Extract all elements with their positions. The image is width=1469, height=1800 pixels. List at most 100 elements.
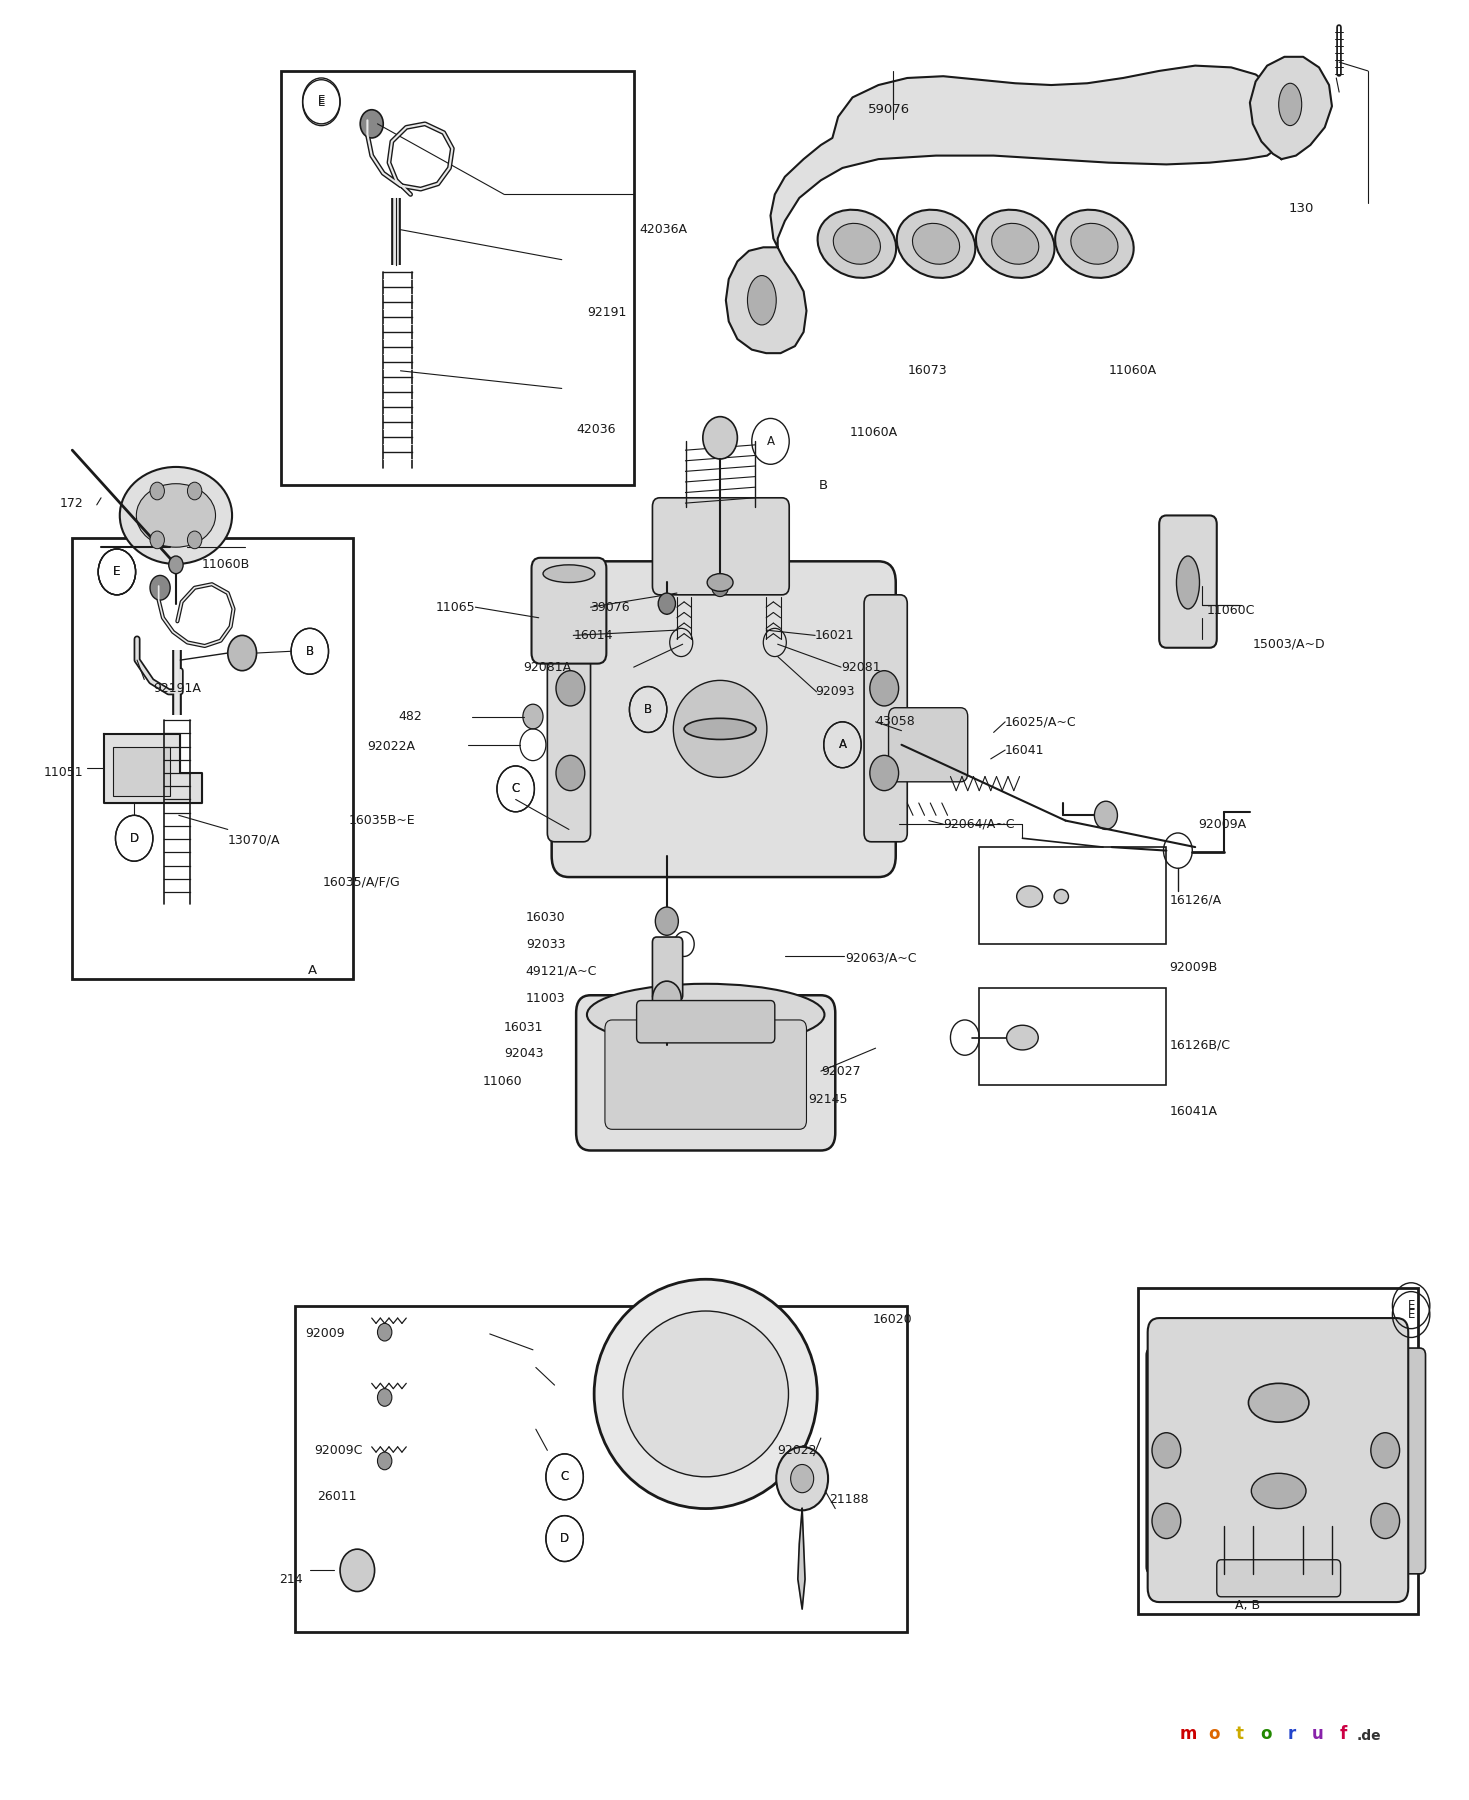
Text: E: E — [317, 94, 325, 108]
Circle shape — [150, 531, 165, 549]
Text: D: D — [560, 1532, 569, 1544]
Text: t: t — [1235, 1724, 1244, 1742]
FancyBboxPatch shape — [548, 594, 591, 842]
Text: 92027: 92027 — [821, 1064, 861, 1078]
Text: 21188: 21188 — [830, 1494, 870, 1507]
Circle shape — [169, 556, 184, 574]
Circle shape — [658, 592, 676, 614]
Ellipse shape — [1017, 886, 1043, 907]
Text: 15003/A~D: 15003/A~D — [1253, 637, 1325, 652]
Circle shape — [870, 671, 899, 706]
FancyBboxPatch shape — [864, 594, 908, 842]
Text: E: E — [113, 565, 120, 578]
Circle shape — [870, 756, 899, 790]
Circle shape — [655, 907, 679, 936]
Ellipse shape — [588, 985, 824, 1046]
Ellipse shape — [120, 466, 232, 563]
Text: 92063/A~C: 92063/A~C — [845, 952, 917, 965]
Text: 16014: 16014 — [573, 628, 613, 643]
Circle shape — [776, 1447, 829, 1510]
Ellipse shape — [833, 223, 880, 265]
Text: 130: 130 — [1288, 202, 1315, 214]
Ellipse shape — [685, 718, 757, 740]
Ellipse shape — [623, 1310, 789, 1476]
FancyBboxPatch shape — [1147, 1318, 1409, 1602]
Text: 92145: 92145 — [808, 1093, 848, 1105]
Text: 214: 214 — [279, 1573, 303, 1586]
Polygon shape — [798, 1508, 805, 1609]
Circle shape — [1152, 1503, 1181, 1539]
Text: m: m — [1180, 1724, 1197, 1742]
Ellipse shape — [1055, 889, 1068, 904]
Text: A: A — [767, 436, 774, 448]
Text: D: D — [129, 832, 138, 844]
Text: B: B — [643, 704, 652, 716]
Text: C: C — [561, 1471, 569, 1483]
Text: 92009B: 92009B — [1169, 961, 1218, 974]
Text: 16041: 16041 — [1005, 743, 1044, 756]
Text: 92064/A~C: 92064/A~C — [943, 817, 1015, 830]
Text: o: o — [1208, 1724, 1219, 1742]
Text: E: E — [1407, 1309, 1415, 1321]
Text: C: C — [561, 1471, 569, 1483]
Ellipse shape — [1177, 556, 1200, 608]
Circle shape — [652, 981, 682, 1017]
Text: 92093: 92093 — [815, 686, 855, 698]
Circle shape — [523, 704, 544, 729]
Bar — [295, 1305, 908, 1633]
Ellipse shape — [992, 223, 1039, 265]
Polygon shape — [770, 65, 1288, 247]
Ellipse shape — [975, 211, 1055, 277]
Text: E: E — [113, 565, 120, 578]
Circle shape — [702, 416, 737, 459]
Ellipse shape — [1006, 1026, 1039, 1049]
Text: 92009C: 92009C — [314, 1444, 363, 1456]
Text: 11060C: 11060C — [1206, 605, 1255, 617]
FancyBboxPatch shape — [532, 558, 607, 664]
FancyBboxPatch shape — [889, 707, 968, 781]
FancyBboxPatch shape — [576, 995, 836, 1150]
Text: 26011: 26011 — [317, 1490, 357, 1503]
Circle shape — [150, 576, 170, 599]
Circle shape — [790, 1465, 814, 1492]
Text: 42036: 42036 — [576, 423, 616, 436]
Text: D: D — [129, 832, 138, 844]
Circle shape — [228, 635, 257, 671]
Circle shape — [378, 1453, 392, 1471]
FancyBboxPatch shape — [652, 938, 683, 1001]
Text: 482: 482 — [398, 709, 422, 724]
Text: o: o — [1260, 1724, 1272, 1742]
Circle shape — [1371, 1433, 1400, 1469]
Text: 49121/A~C: 49121/A~C — [526, 965, 596, 977]
Circle shape — [711, 576, 729, 596]
Text: 16031: 16031 — [504, 1021, 544, 1033]
Text: 42036A: 42036A — [639, 223, 687, 236]
Ellipse shape — [1071, 223, 1118, 265]
Text: 11060A: 11060A — [849, 427, 898, 439]
Circle shape — [1152, 1433, 1181, 1469]
Text: 172: 172 — [60, 497, 84, 509]
Circle shape — [188, 482, 201, 500]
Text: 39076: 39076 — [591, 601, 630, 614]
Text: 16073: 16073 — [908, 364, 948, 378]
Text: 43058: 43058 — [876, 715, 915, 729]
Text: r: r — [1287, 1724, 1296, 1742]
Text: 92081: 92081 — [842, 661, 880, 673]
Circle shape — [378, 1388, 392, 1406]
Text: 92043: 92043 — [504, 1048, 544, 1060]
Bar — [72, 538, 353, 979]
Text: 13070/A: 13070/A — [228, 833, 281, 846]
Polygon shape — [1250, 58, 1332, 158]
FancyBboxPatch shape — [652, 499, 789, 594]
FancyBboxPatch shape — [552, 562, 896, 877]
Text: 11051: 11051 — [44, 767, 84, 779]
FancyBboxPatch shape — [1159, 515, 1216, 648]
Text: 16126B/C: 16126B/C — [1169, 1039, 1230, 1051]
Text: 16020: 16020 — [873, 1314, 912, 1327]
Circle shape — [1094, 801, 1118, 830]
Text: A: A — [839, 738, 846, 751]
FancyBboxPatch shape — [1216, 1561, 1341, 1597]
Text: 92081A: 92081A — [523, 661, 571, 673]
Text: E: E — [113, 565, 120, 578]
Text: C: C — [511, 783, 520, 796]
